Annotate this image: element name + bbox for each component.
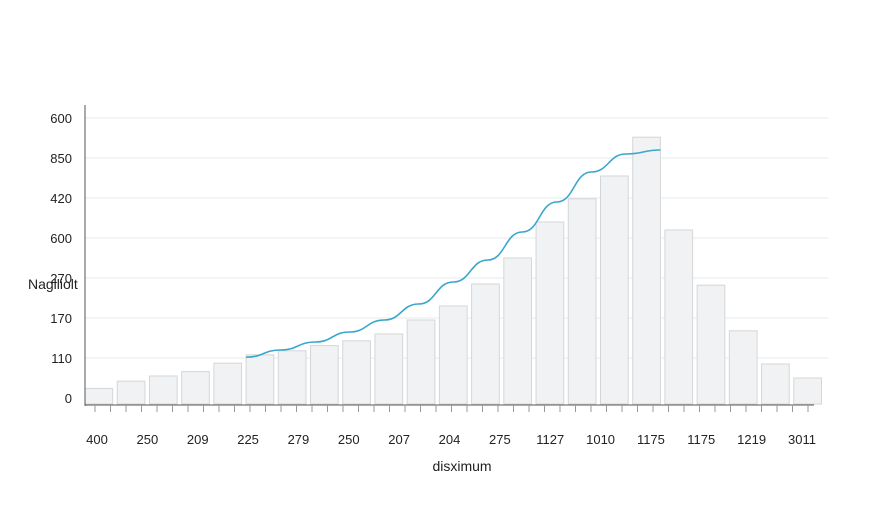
bar — [664, 229, 694, 405]
bar — [793, 377, 822, 405]
bar — [277, 350, 307, 405]
bar — [213, 362, 243, 405]
x-axis-title: disximum — [432, 458, 491, 474]
bar — [728, 330, 758, 405]
x-tick-label: 209 — [187, 432, 209, 447]
y-tick-label: 0 — [65, 391, 72, 406]
bar — [148, 375, 178, 405]
y-tick-label: 270 — [50, 271, 72, 286]
y-tick-label: 420 — [50, 191, 72, 206]
bar — [599, 175, 629, 405]
x-tick-label: 1175 — [637, 432, 665, 447]
trend-curve — [246, 149, 661, 358]
x-tick-label: 250 — [137, 432, 159, 447]
bar — [761, 363, 790, 405]
y-tick-label: 170 — [50, 311, 72, 326]
x-tick-label: 250 — [338, 432, 360, 447]
bar — [406, 319, 436, 405]
x-tick-label: 3011 — [788, 432, 816, 447]
x-tick-label: 1175 — [687, 432, 715, 447]
grid-lines — [85, 117, 828, 359]
bar — [632, 136, 661, 405]
axes — [84, 105, 814, 412]
x-tick-label: 1219 — [737, 432, 766, 447]
bar — [116, 380, 146, 405]
bar — [471, 283, 500, 405]
y-tick-label: 600 — [50, 111, 72, 126]
x-tick-label: 225 — [237, 432, 259, 447]
x-tick-label: 1010 — [586, 432, 615, 447]
y-axis-ticks: 0 110 170 270 600 420 850 600 — [50, 111, 72, 406]
bar — [567, 198, 597, 405]
y-tick-label: 110 — [51, 351, 72, 366]
x-axis-ticks: 400 250 209 225 279 250 207 204 275 1127 1010 1175 1… — [86, 432, 816, 447]
x-tick-label: 279 — [288, 432, 310, 447]
bar — [535, 221, 565, 405]
x-tick-label: 400 — [86, 432, 108, 447]
bar — [374, 333, 404, 405]
bar — [310, 345, 339, 405]
y-axis-title: Naglliolt — [28, 276, 78, 292]
bar — [245, 354, 275, 405]
y-tick-label: 850 — [50, 151, 72, 166]
bar — [84, 387, 114, 405]
bar — [181, 371, 210, 405]
bar — [438, 305, 468, 405]
bar — [342, 340, 371, 405]
x-tick-label: 275 — [489, 432, 511, 447]
y-tick-label: 600 — [50, 231, 72, 246]
trend-curve-layer — [246, 149, 661, 358]
bar-series — [84, 136, 822, 405]
x-tick-label: 1127 — [536, 432, 564, 447]
x-tick-label: 204 — [439, 432, 461, 447]
x-tick-label: 207 — [388, 432, 410, 447]
bar — [503, 257, 533, 405]
bar — [696, 284, 726, 405]
